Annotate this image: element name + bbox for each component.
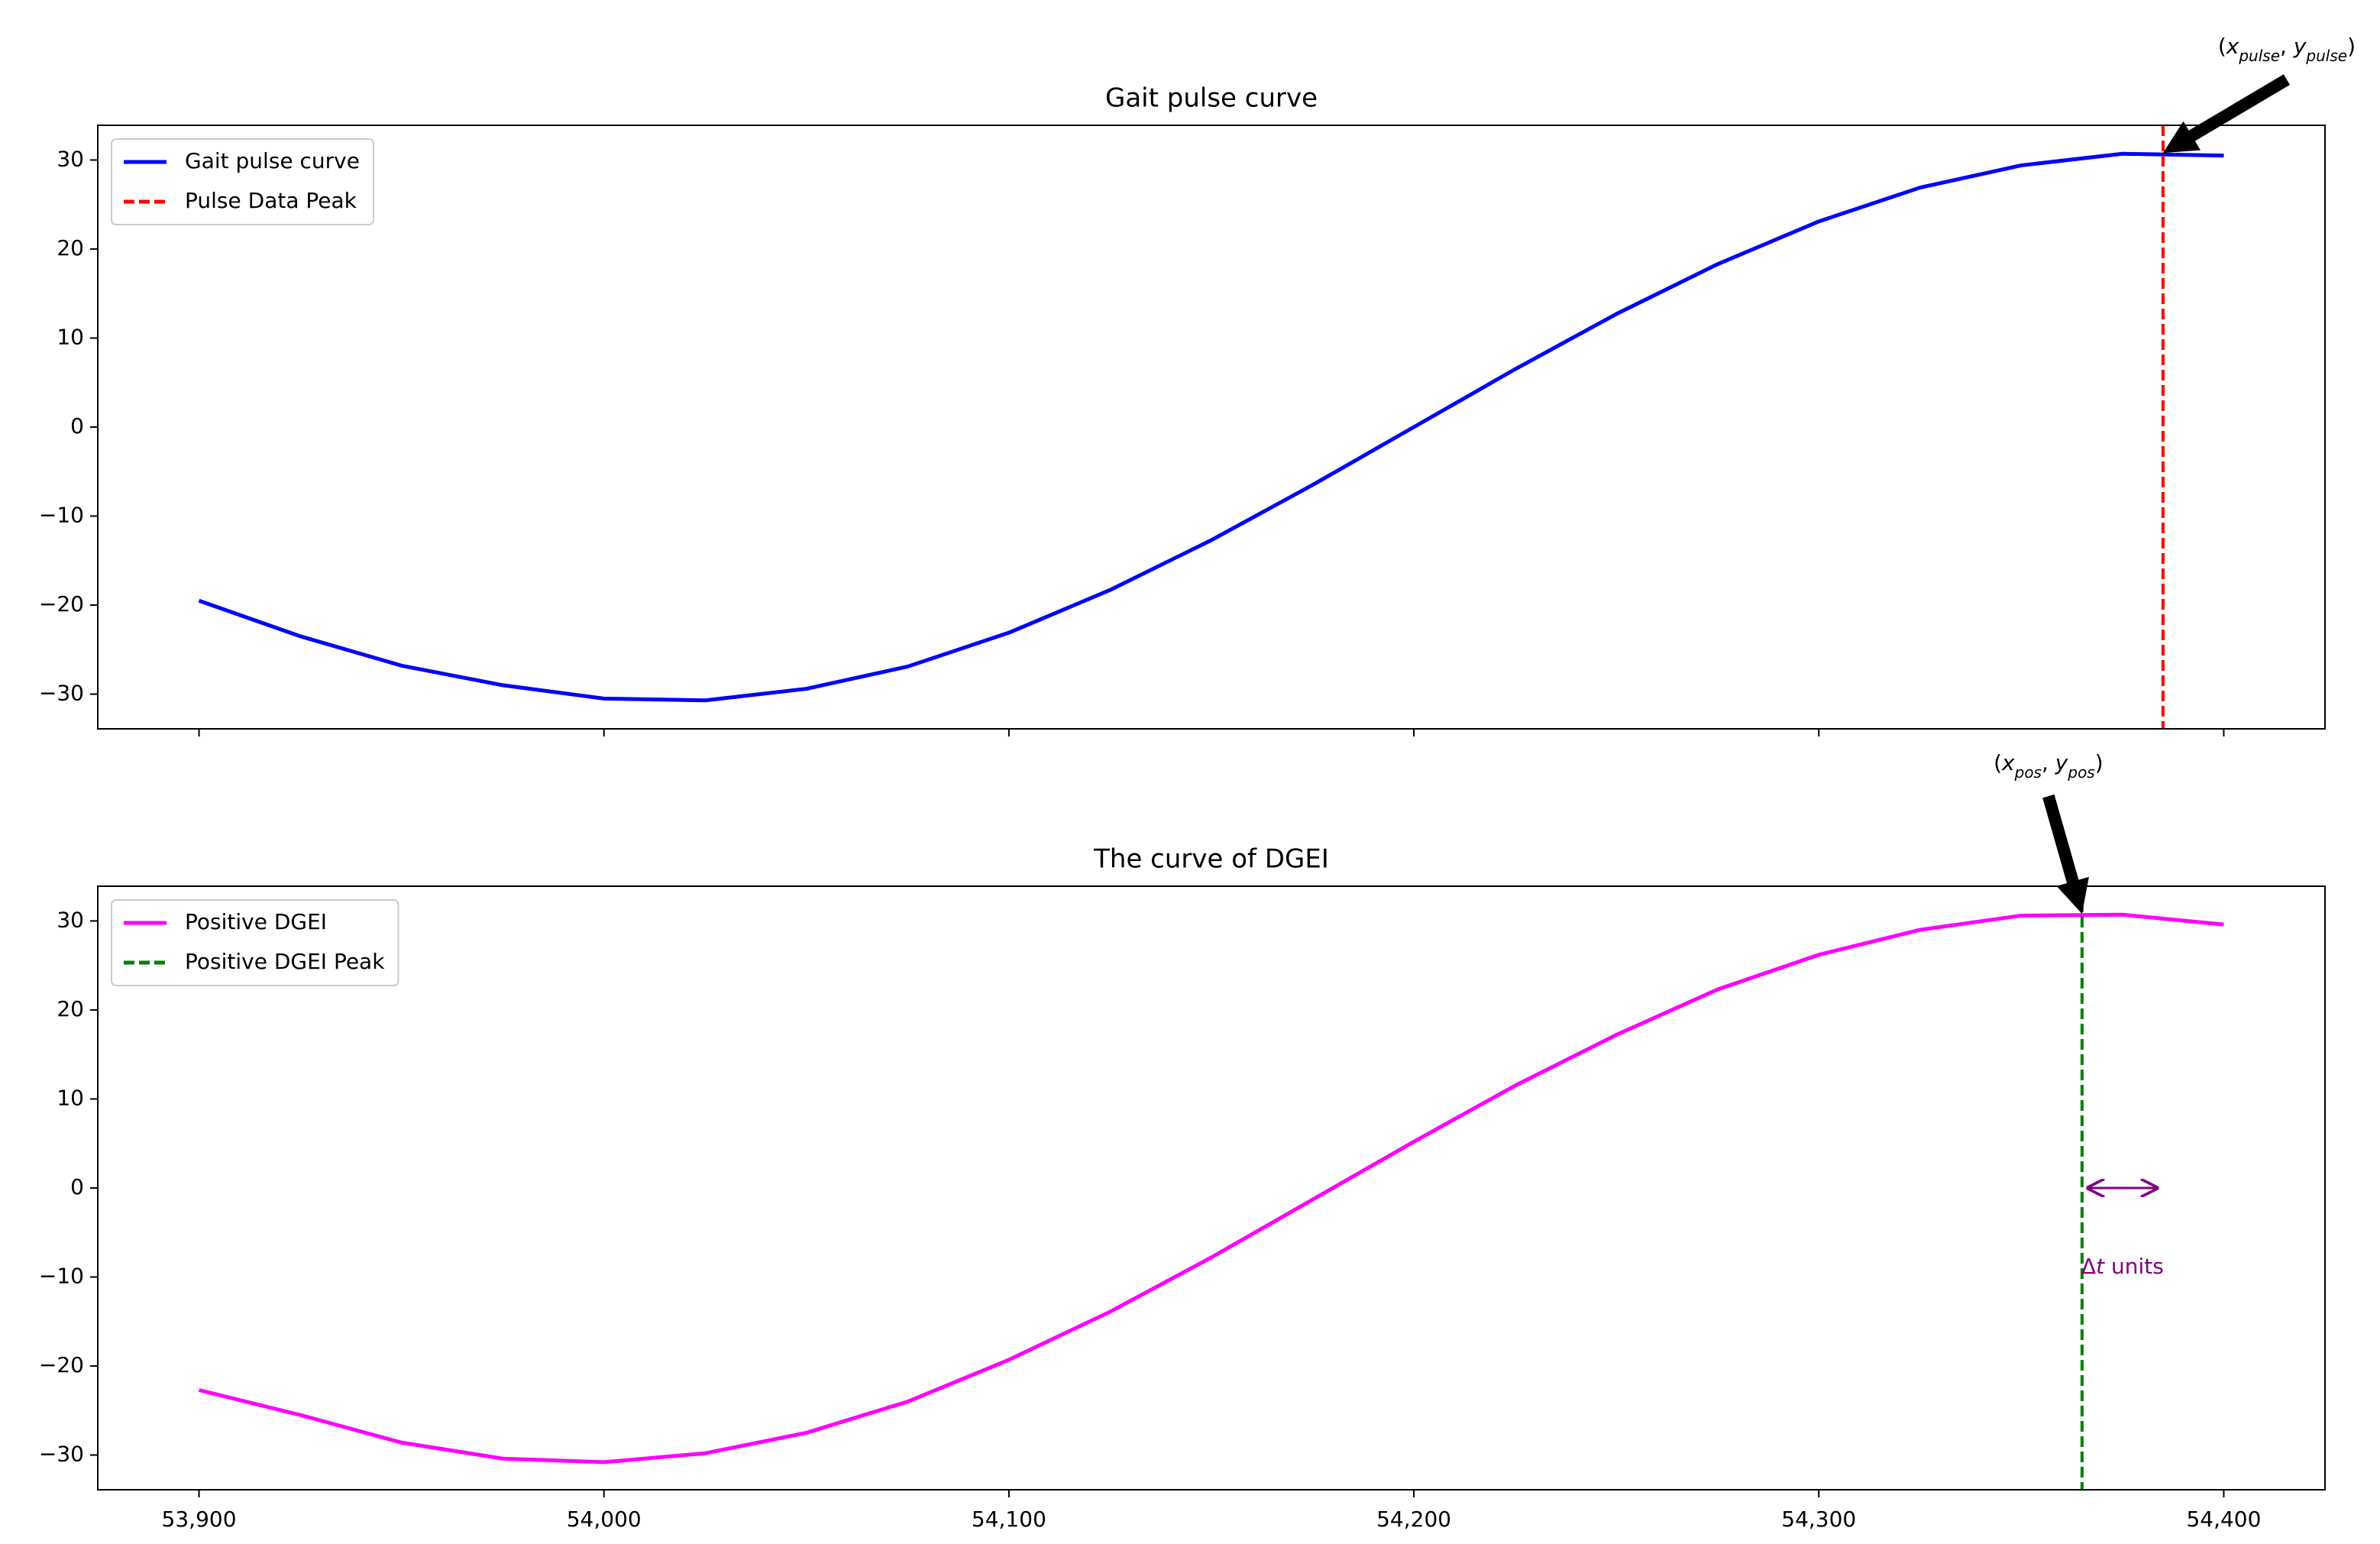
chart-title: The curve of DGEI — [1093, 844, 1329, 875]
x-tick-label: 54,300 — [1781, 1507, 1856, 1532]
y-tick-label: 0 — [70, 413, 84, 439]
annotation-part: ) — [2347, 34, 2356, 59]
annotation-part: x — [2001, 750, 2015, 775]
annotation-part: pos — [2014, 763, 2042, 782]
legend-label: Positive DGEI Peak — [185, 949, 385, 974]
x-tick-label: 53,900 — [162, 1507, 237, 1532]
annotation-label: (xpos, ypos) — [1994, 750, 2104, 782]
line-series — [198, 151, 2224, 703]
legend-label: Pulse Data Peak — [185, 188, 357, 213]
y-tick-label: 30 — [57, 907, 84, 932]
legend-label: Positive DGEI — [185, 909, 327, 934]
y-tick-label: 10 — [57, 324, 84, 349]
y-tick-label: 20 — [57, 996, 84, 1021]
y-tick-label: −10 — [39, 503, 84, 528]
annotation-part: x — [2226, 34, 2239, 59]
x-tick-label: 54,000 — [567, 1507, 642, 1532]
x-tick-label: 54,100 — [972, 1507, 1046, 1532]
legend-box — [111, 138, 374, 225]
y-tick-label: −30 — [39, 1442, 84, 1467]
legend: Gait pulse curve Pulse Data Peak — [111, 138, 374, 225]
delta-symbol: Δ — [2081, 1254, 2096, 1279]
annotation-part: , — [2280, 34, 2294, 59]
annotation-part: ( — [1994, 750, 2002, 775]
line-series — [198, 912, 2224, 1465]
annotation-part: pulse — [2305, 47, 2347, 65]
legend-box — [111, 899, 399, 986]
y-tick-label: −10 — [39, 1264, 84, 1289]
y-tick-label: −20 — [39, 1352, 84, 1377]
y-tick-label: 10 — [57, 1085, 84, 1110]
delta-t: t — [2096, 1254, 2105, 1279]
annotation-part: pulse — [2238, 47, 2280, 65]
delta-units: units — [2104, 1254, 2164, 1279]
x-tick-label: 54,400 — [2186, 1507, 2261, 1532]
plot-frame — [97, 885, 2326, 1491]
annotation-arrow — [2162, 74, 2291, 154]
y-tick-label: 30 — [57, 146, 84, 171]
y-tick-label: −30 — [39, 681, 84, 706]
y-tick-label: 20 — [57, 235, 84, 261]
annotation-part: ) — [2095, 750, 2104, 775]
annotation-part: , — [2042, 750, 2055, 775]
annotation-part: y — [2293, 34, 2307, 59]
y-tick-label: 0 — [70, 1174, 84, 1199]
annotation-part: pos — [2067, 763, 2094, 782]
annotation-arrow — [2042, 794, 2089, 914]
annotation-label: (xpulse, ypulse) — [2218, 34, 2356, 64]
plot-frame — [97, 125, 2326, 730]
legend: Positive DGEI Positive DGEI Peak — [111, 899, 399, 986]
x-tick-label: 54,200 — [1376, 1507, 1451, 1532]
annotation-part: y — [2055, 750, 2068, 775]
chart-title: Gait pulse curve — [1105, 83, 1318, 114]
legend-label: Gait pulse curve — [185, 148, 360, 173]
y-tick-label: −20 — [39, 591, 84, 617]
delta-label: Δt units — [2081, 1254, 2164, 1279]
annotation-part: ( — [2218, 34, 2226, 59]
